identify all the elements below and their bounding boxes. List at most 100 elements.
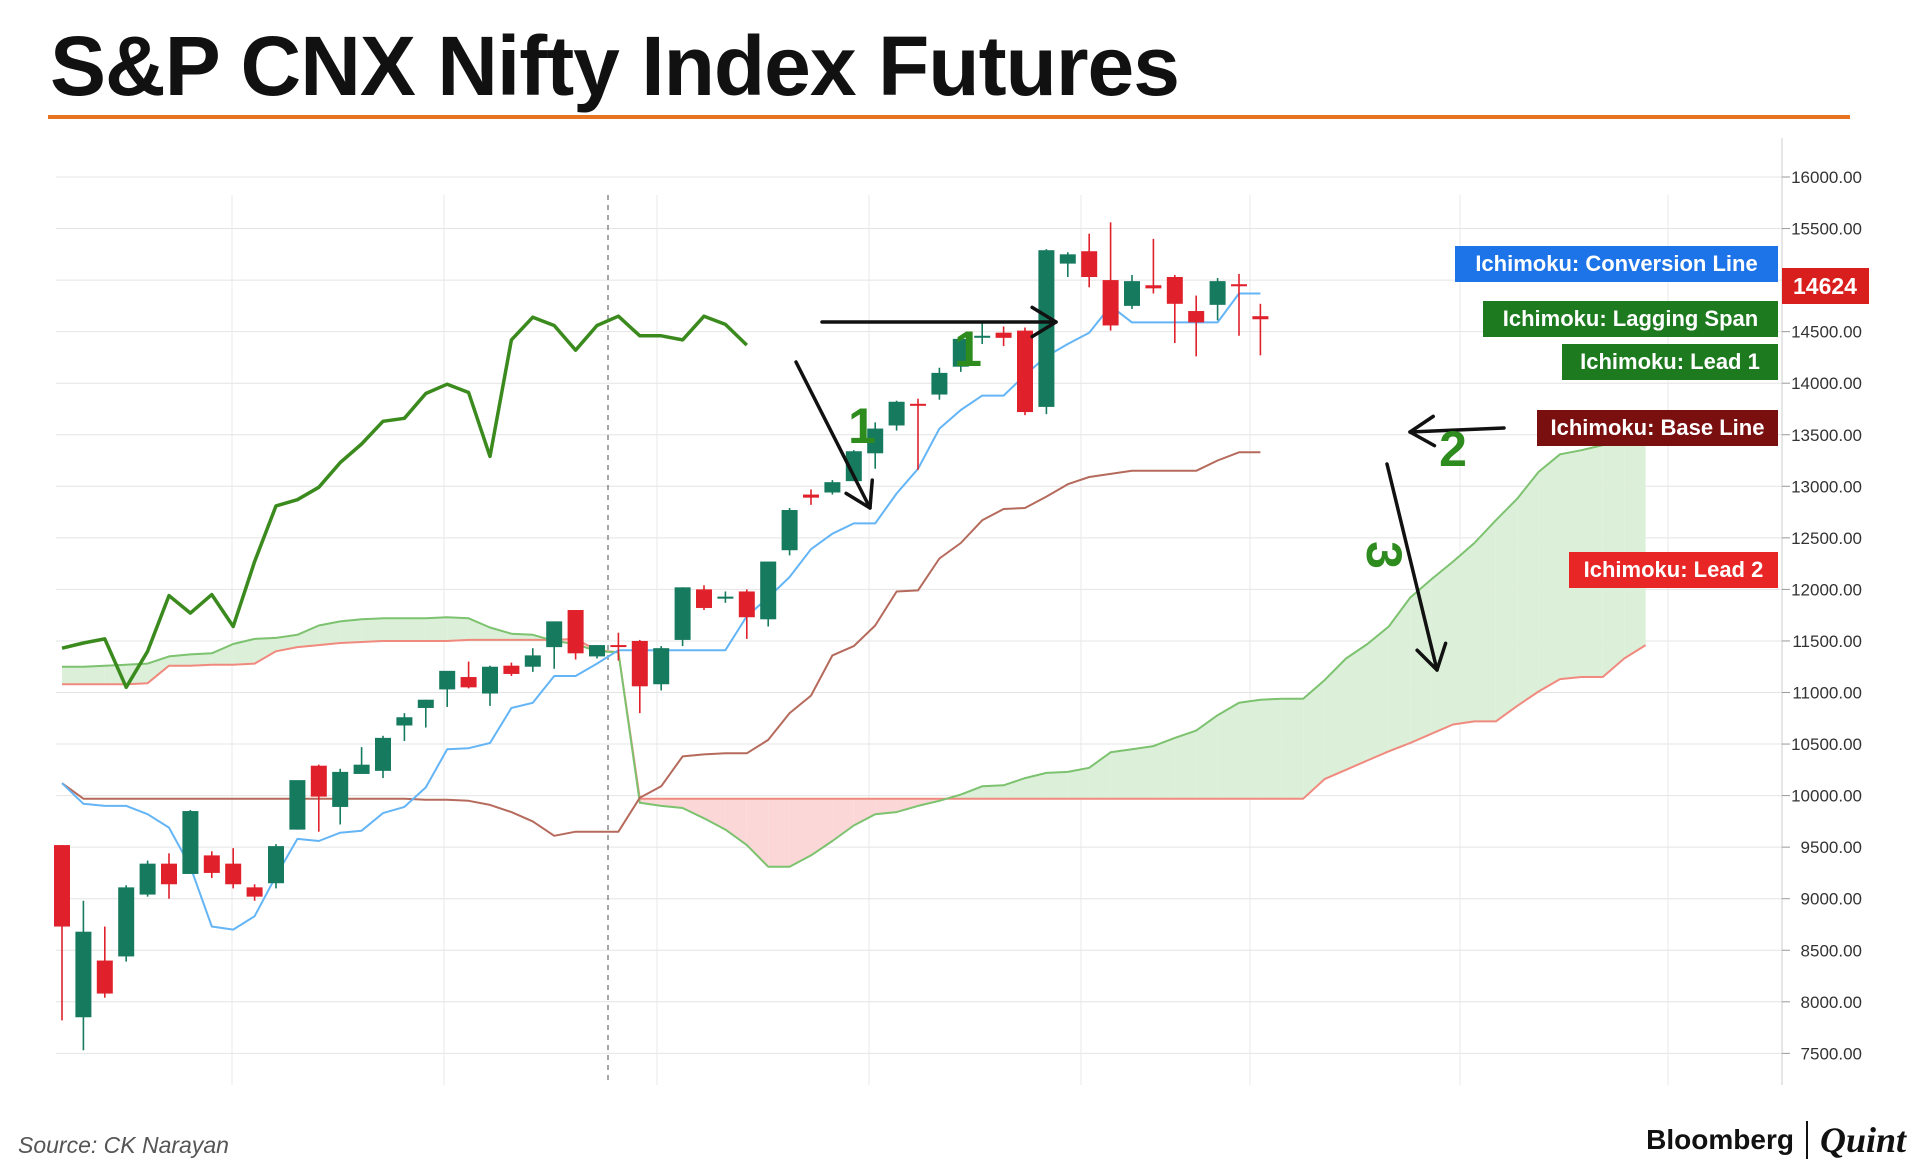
chart-title: S&P CNX Nifty Index Futures	[50, 19, 1180, 113]
price-tag	[1782, 268, 1869, 304]
cloud-segment	[1303, 680, 1325, 799]
legend-tag-label: Ichimoku: Conversion Line	[1475, 251, 1757, 276]
cloud-segment	[1217, 702, 1239, 799]
cloud-segment	[447, 617, 469, 641]
candle-body	[952, 338, 969, 367]
y-tick-label: 10500.00	[1791, 735, 1862, 754]
y-tick-label: 12500.00	[1791, 529, 1862, 548]
brand-bloomberg: Bloomberg	[1646, 1124, 1794, 1155]
arrow-head	[844, 478, 875, 510]
cloud-segment	[233, 638, 255, 665]
annotation-number-2: 1	[848, 398, 876, 454]
candle-body	[353, 764, 370, 774]
brand-divider	[1805, 1121, 1808, 1159]
candle-body	[439, 670, 456, 690]
cloud-segment	[789, 798, 811, 867]
cloud-segment	[982, 785, 1004, 799]
candle-body	[781, 510, 798, 551]
cloud-segment	[340, 619, 362, 644]
price-axis: 16000.0015500.0015000.0014500.0014000.00…	[1782, 168, 1862, 1063]
candle-body	[910, 403, 926, 406]
candle-body	[96, 960, 113, 994]
candle-body	[1231, 284, 1247, 287]
cloud-segment	[1324, 658, 1346, 780]
candle-body	[1145, 285, 1162, 289]
candle-body	[845, 451, 862, 482]
candle-body	[1188, 311, 1205, 323]
candle-body	[888, 401, 905, 426]
cloud-segment	[254, 637, 276, 664]
cloud-segment	[1624, 432, 1646, 659]
cloud-segment	[1260, 698, 1282, 799]
candle-body	[396, 717, 413, 726]
candle-body	[503, 665, 520, 674]
candle-body	[310, 765, 327, 797]
y-tick-label: 15500.00	[1791, 220, 1862, 239]
ichimoku-cloud	[62, 432, 1646, 867]
cloud-segment	[1025, 772, 1047, 799]
candle-body	[567, 610, 584, 654]
candle-body	[375, 737, 391, 771]
candle-body	[182, 811, 199, 874]
candle-body	[460, 677, 477, 688]
candle-body	[1124, 281, 1140, 306]
candle-body	[931, 372, 948, 395]
candle-body	[803, 494, 819, 498]
y-tick-label: 10000.00	[1791, 787, 1862, 806]
cloud-segment	[725, 798, 747, 846]
cloud-segment	[1110, 749, 1132, 799]
base-line	[61, 451, 1261, 837]
candle-body	[610, 645, 627, 648]
y-tick-label: 14500.00	[1791, 323, 1862, 342]
lagging-span-line	[61, 314, 749, 690]
annotation-arrows	[794, 305, 1506, 672]
candle-body	[674, 587, 691, 640]
candle-body	[995, 332, 1012, 338]
arrow-shaft	[794, 360, 872, 510]
cloud-segment	[318, 621, 341, 646]
legend-tag-label: Ichimoku: Base Line	[1551, 415, 1765, 440]
cloud-segment	[190, 653, 212, 666]
cloud-segment	[211, 644, 234, 665]
cloud-segment	[1495, 498, 1518, 722]
annotation-number-3: 2	[1439, 421, 1467, 477]
candle-body	[546, 621, 563, 648]
candle-body	[717, 596, 734, 599]
candlesticks	[54, 222, 1269, 1051]
candle-body	[524, 655, 541, 667]
legend-tag-label: Ichimoku: Lagging Span	[1503, 306, 1758, 331]
cloud-segment	[1281, 698, 1304, 799]
brand-quint: Quint	[1819, 1120, 1906, 1160]
legend-tag	[1562, 344, 1778, 380]
arrow-head	[1408, 414, 1437, 448]
cloud-segment	[361, 618, 383, 642]
y-tick-label: 16000.00	[1791, 168, 1862, 187]
cloud-segment	[1346, 644, 1368, 770]
cloud-segment	[811, 798, 833, 856]
cloud-segment	[425, 617, 448, 641]
candle-body	[118, 887, 135, 957]
candle-body	[631, 640, 648, 687]
legend-tag	[1569, 552, 1778, 588]
price-tag-value: 14624	[1793, 273, 1857, 299]
cloud-segment	[1517, 471, 1539, 706]
cloud-segment	[83, 665, 105, 685]
lead1-line	[62, 431, 1646, 868]
annotation-number-4: 3	[1356, 541, 1412, 569]
cloud-segment	[639, 798, 662, 806]
legend-tag	[1537, 410, 1778, 446]
cloud-segment	[297, 625, 319, 648]
cloud-segment	[1431, 561, 1453, 734]
annotation-number-1: 1	[954, 321, 982, 377]
candle-body	[867, 428, 884, 454]
candle-body	[1252, 316, 1269, 320]
cloud-segment	[1003, 778, 1025, 799]
cloud-segment	[1367, 626, 1389, 761]
cloud-segment	[1474, 520, 1496, 722]
candle-body	[824, 482, 841, 493]
candle-body	[1081, 251, 1098, 278]
candle-body	[653, 648, 670, 685]
cloud-segment	[383, 618, 405, 641]
legend-tag	[1483, 301, 1778, 337]
candle-body	[161, 863, 177, 885]
